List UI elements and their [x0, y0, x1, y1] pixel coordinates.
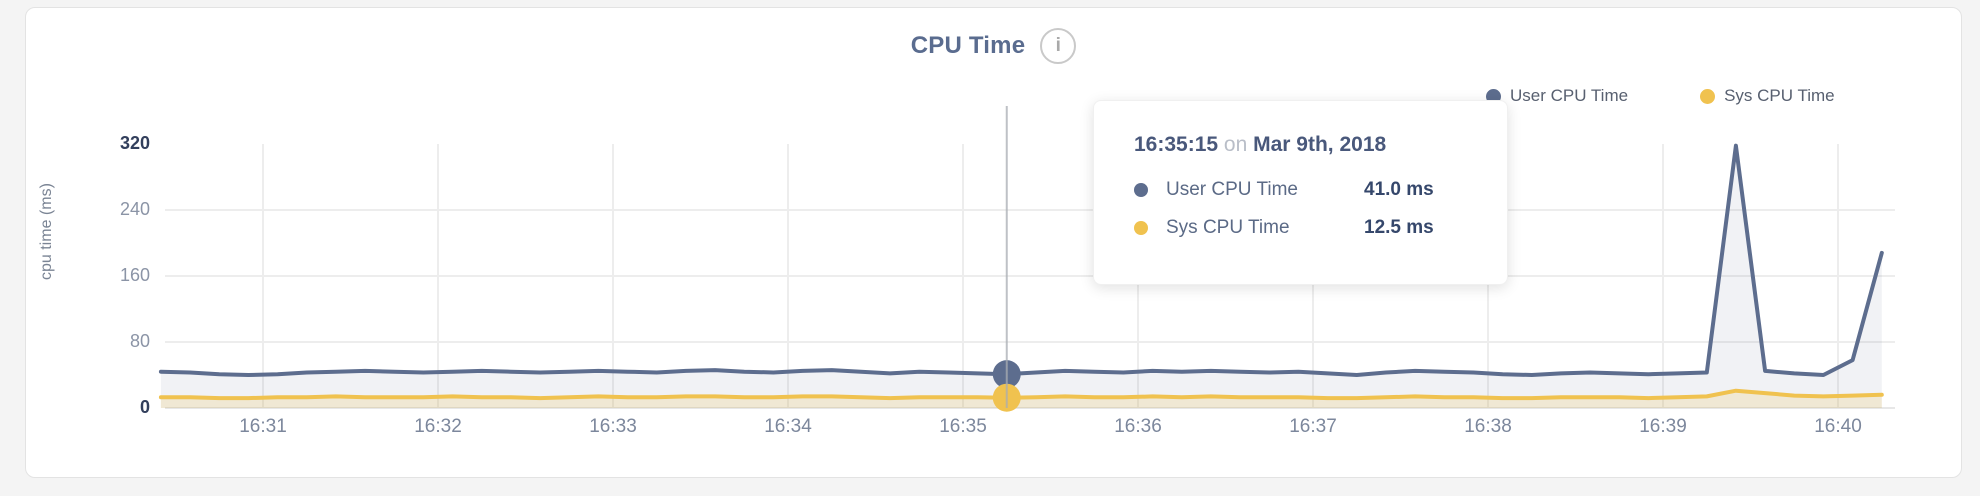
tooltip-series-label: User CPU Time [1166, 179, 1298, 200]
tooltip-row-sys: Sys CPU Time 12.5 ms [1134, 209, 1479, 247]
user-cpu-dot-icon [1134, 183, 1148, 197]
info-icon[interactable]: i [1040, 28, 1077, 64]
x-axis-tick-label: 16:33 [589, 416, 637, 437]
tooltip-time: 16:35:15 [1134, 133, 1219, 156]
tooltip-series-value: 12.5 ms [1364, 217, 1434, 238]
x-axis-tick-label: 16:34 [764, 416, 812, 437]
tooltip-conjunction: on [1223, 133, 1248, 156]
chart-legend: User CPU Time Sys CPU Time [1486, 86, 1835, 106]
y-axis-tick-label: 240 [119, 199, 150, 219]
tooltip-date: Mar 9th, 2018 [1253, 133, 1387, 156]
tooltip-heading: 16:35:15 on Mar 9th, 2018 [1134, 133, 1479, 157]
y-axis-tick-label: 80 [129, 331, 150, 351]
hover-tooltip: 16:35:15 on Mar 9th, 2018 User CPU Time … [1093, 100, 1508, 285]
area-fill-user [160, 145, 1882, 408]
tooltip-row-user: User CPU Time 41.0 ms [1134, 171, 1479, 209]
legend-label: User CPU Time [1510, 86, 1629, 105]
chart-title: CPU Time [910, 32, 1026, 59]
x-axis-tick-label: 16:32 [414, 416, 462, 437]
x-axis-tick-label: 16:39 [1639, 416, 1687, 437]
x-axis-tick-label: 16:35 [939, 416, 987, 437]
x-axis-tick-label: 16:40 [1814, 416, 1862, 437]
tooltip-series-label: Sys CPU Time [1166, 217, 1290, 238]
y-axis-tick-label: 320 [119, 133, 150, 153]
x-axis-tick-label: 16:36 [1114, 416, 1162, 437]
x-axis-tick-label: 16:31 [239, 416, 287, 437]
legend-label: Sys CPU Time [1724, 86, 1835, 105]
x-axis-tick-label: 16:37 [1289, 416, 1337, 437]
y-axis-tick-label: 0 [139, 397, 150, 417]
sys-cpu-legend-dot [1700, 88, 1716, 104]
series-line-user [158, 143, 1884, 377]
series-line-sys [158, 388, 1884, 401]
y-axis-tick-label: 160 [119, 265, 150, 285]
legend-item-sys-cpu-time[interactable]: Sys CPU Time [1700, 86, 1835, 106]
legend-item-user-cpu-time[interactable]: User CPU Time [1486, 86, 1628, 106]
sys-cpu-dot-icon [1134, 221, 1148, 235]
chart-header: CPU Time i [25, 26, 1962, 66]
x-axis-tick-label: 16:38 [1464, 416, 1512, 437]
tooltip-series-value: 41.0 ms [1364, 179, 1434, 200]
user-cpu-legend-dot [1486, 88, 1501, 104]
